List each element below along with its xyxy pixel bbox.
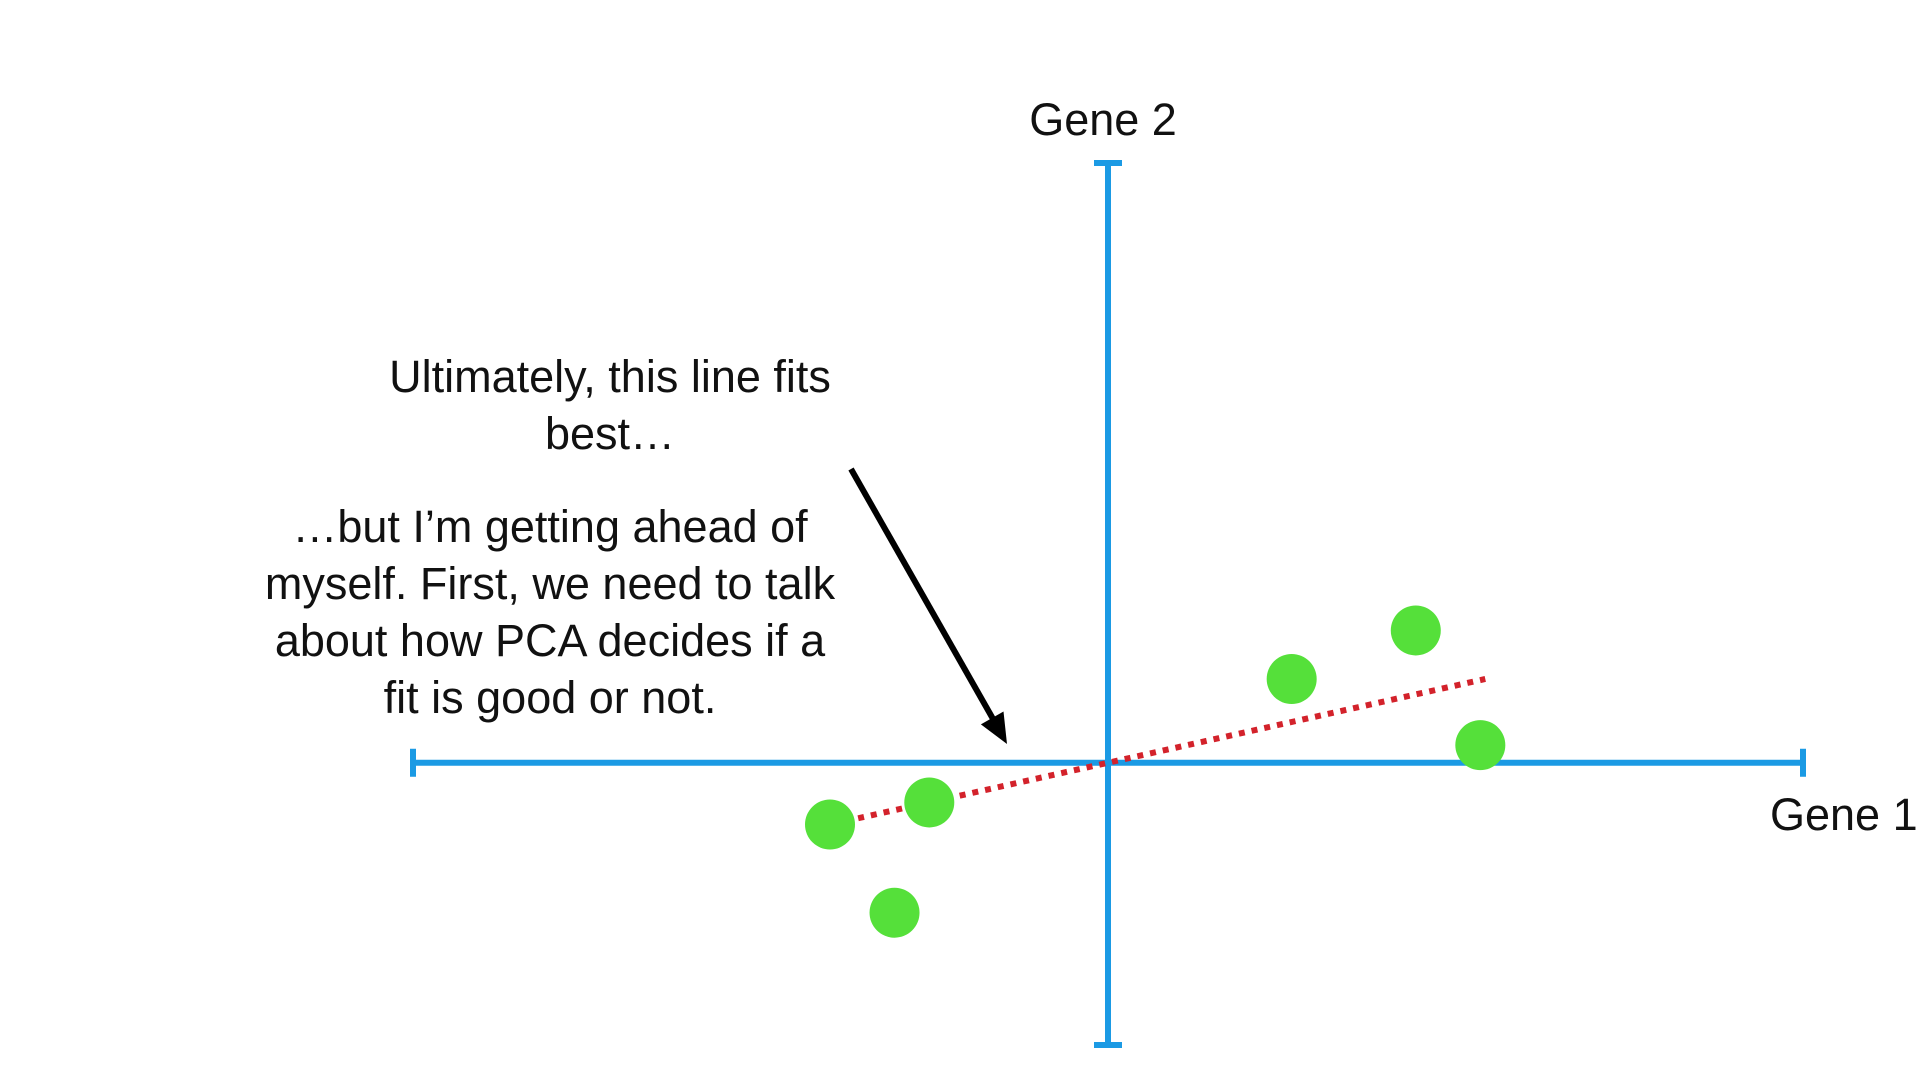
annotation-best-fit: Ultimately, this line fits best… [340,348,880,462]
data-point [805,799,855,850]
y-axis-label: Gene 2 [1029,94,1177,145]
x-axis-label: Gene 1 [1770,789,1918,840]
data-point [1455,720,1506,771]
annotation-line: best… [544,408,676,459]
annotation-line: myself. First, we need to talk [264,558,836,609]
fit-line-layer [819,676,1486,830]
annotation-line: …but I’m getting ahead of [292,501,808,552]
data-point [1390,605,1441,656]
annotation-line: Ultimately, this line fits [389,351,831,402]
data-point [869,887,920,938]
annotation-arrow [848,467,1007,744]
annotation-line: about how PCA decides if a [274,615,826,666]
arrow-head [980,711,1007,744]
annotation-line: fit is good or not. [383,672,717,723]
data-point [1266,653,1317,704]
best-fit-line [819,676,1486,830]
data-points [805,605,1506,938]
annotation-ahead-of-myself: …but I’m getting ahead of myself. First,… [220,498,880,726]
axes [410,160,1806,1048]
data-point [904,777,955,828]
arrow-shaft [848,467,1004,735]
